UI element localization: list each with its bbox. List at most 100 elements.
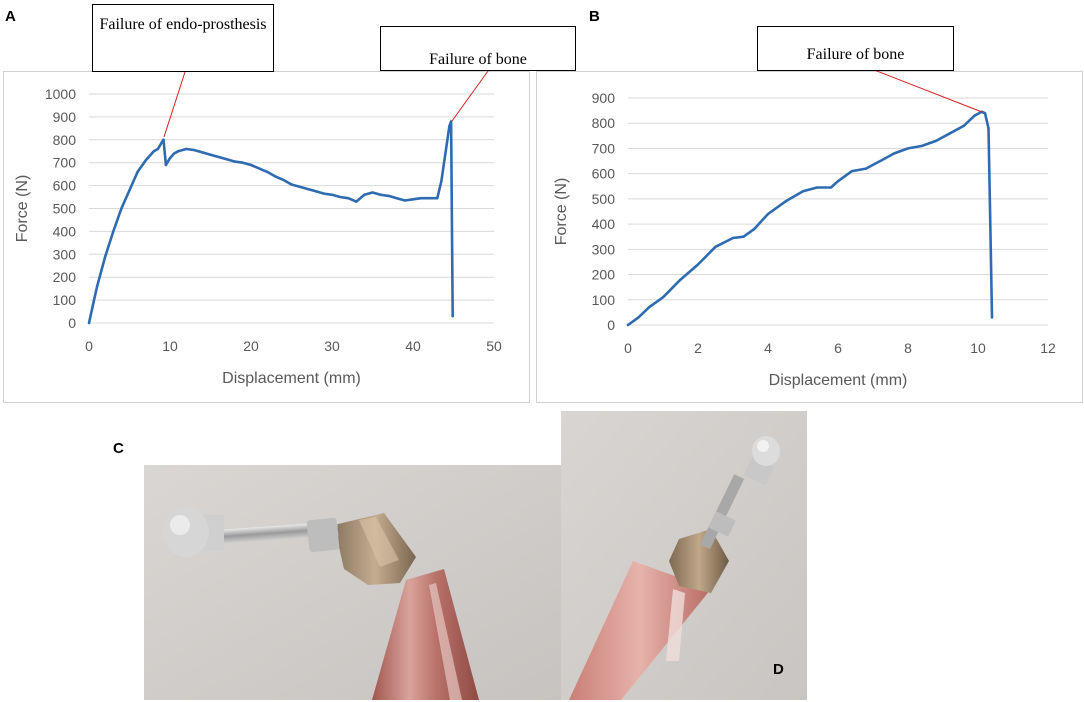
y-tick-label: 300 (53, 246, 77, 262)
x-tick-label: 30 (324, 338, 340, 354)
data-point (162, 138, 165, 141)
data-point (661, 296, 665, 299)
data-point (355, 200, 358, 203)
x-tick-label: 8 (904, 340, 912, 356)
data-point (752, 227, 756, 231)
x-tick-label: 0 (85, 338, 93, 354)
data-point (892, 152, 896, 155)
leader-line-endoprosthesis (163, 71, 186, 138)
leader-line-bone-b (863, 65, 983, 113)
y-tick-label: 500 (53, 201, 77, 217)
data-point (290, 183, 293, 186)
x-tick-label: 10 (162, 338, 178, 354)
data-point (448, 124, 451, 128)
data-point (217, 155, 220, 159)
data-point (934, 139, 938, 143)
data-point (436, 196, 439, 200)
y-tick-label: 500 (592, 191, 616, 207)
data-point (379, 193, 382, 196)
data-point (201, 151, 204, 154)
x-tick-label: 12 (1040, 340, 1056, 356)
data-series-line (87, 120, 455, 325)
data-point (696, 263, 700, 266)
chart-b: 0 100 200 300 400 500 600 700 800 900 0 2 4 6 8 10 12 Dis… (553, 90, 1056, 389)
data-series-line (626, 110, 994, 327)
y-tick-label: 400 (592, 216, 616, 232)
data-point (850, 169, 854, 173)
photo-specimen-d: D (561, 411, 807, 700)
data-point (156, 147, 160, 151)
callout-failure-endoprosthesis: Failure of endo-prosthesis (92, 4, 274, 72)
data-point (987, 127, 990, 130)
data-point (440, 179, 443, 183)
data-point (801, 190, 805, 193)
data-point (266, 170, 269, 174)
data-point (282, 178, 285, 182)
y-tick-label: 700 (592, 140, 616, 156)
leader-line-bone-a (451, 70, 489, 122)
y-tick-label: 100 (53, 292, 77, 308)
callout-failure-bone-b: Failure of bone (757, 26, 954, 71)
data-point (647, 306, 651, 309)
y-tick-label: 800 (592, 115, 616, 131)
data-point (249, 163, 253, 167)
data-point (347, 196, 350, 200)
panel-label-d: D (773, 661, 784, 678)
callout-text: Failure of bone (806, 46, 905, 63)
data-point (948, 132, 952, 135)
data-point (829, 186, 833, 189)
data-point (714, 245, 717, 249)
panel-label-c: C (113, 440, 124, 457)
data-point (95, 285, 99, 288)
data-point (637, 316, 640, 319)
data-point (989, 222, 992, 226)
y-tick-label: 900 (592, 90, 616, 106)
y-tick-label: 800 (53, 132, 77, 148)
data-point (104, 255, 107, 258)
data-point (298, 185, 301, 188)
y-tick-label: 700 (53, 155, 77, 171)
photo-specimen-c (144, 465, 561, 700)
y-tick-label: 200 (592, 267, 616, 283)
data-point (836, 180, 840, 183)
data-point (120, 207, 123, 210)
y-tick-label: 600 (53, 178, 77, 194)
data-point (330, 193, 334, 196)
data-point (306, 187, 309, 191)
data-point (387, 194, 390, 198)
callout-failure-bone-a: Failure of bone (380, 26, 576, 71)
data-point (338, 195, 342, 199)
data-point (626, 323, 630, 327)
x-tick-label: 2 (694, 340, 702, 356)
data-point (233, 160, 236, 163)
data-point (983, 111, 987, 115)
data-point (815, 186, 819, 189)
chart-a: 0 100 200 300 400 500 600 700 800 900 1000 0 10 20 30 4… (14, 86, 502, 387)
x-tick-label: 40 (405, 338, 421, 354)
x-tick-label: 50 (486, 338, 502, 354)
data-point (419, 196, 423, 200)
data-point (241, 161, 245, 164)
x-tick-label: 0 (624, 340, 632, 356)
data-point (990, 316, 994, 319)
y-tick-label: 300 (592, 241, 616, 257)
x-tick-label: 20 (243, 338, 259, 354)
data-point (766, 212, 770, 216)
data-point (742, 235, 745, 238)
photo-d-drawing (561, 411, 807, 700)
data-point (679, 278, 682, 281)
data-point (257, 167, 261, 170)
data-point (87, 321, 91, 325)
data-point (209, 153, 212, 156)
data-point (164, 163, 168, 167)
y-tick-label: 1000 (45, 86, 76, 102)
data-point (731, 236, 735, 240)
x-axis-title: Displacement (mm) (222, 370, 361, 387)
panel-label-b: B (589, 8, 600, 25)
y-axis-title: Force (N) (14, 175, 31, 243)
data-point (444, 152, 447, 155)
data-point (428, 196, 431, 200)
y-tick-label: 0 (68, 315, 76, 331)
x-axis-title: Displacement (mm) (769, 372, 908, 389)
